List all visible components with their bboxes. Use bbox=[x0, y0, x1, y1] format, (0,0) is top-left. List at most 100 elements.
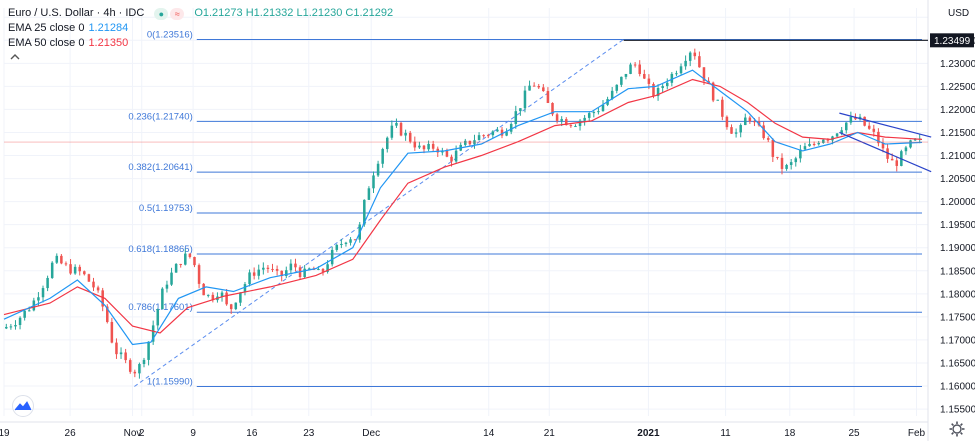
candle-body[interactable] bbox=[289, 263, 293, 271]
candle-body[interactable] bbox=[537, 85, 540, 88]
candle-body[interactable] bbox=[138, 364, 141, 374]
candle-body[interactable] bbox=[652, 83, 655, 97]
candle-body[interactable] bbox=[822, 139, 825, 143]
candle-body[interactable] bbox=[41, 288, 45, 298]
candle-body[interactable] bbox=[165, 284, 169, 289]
candle-body[interactable] bbox=[808, 143, 811, 147]
candle-body[interactable] bbox=[578, 120, 582, 127]
candle-body[interactable] bbox=[96, 287, 100, 291]
candle-body[interactable] bbox=[9, 326, 13, 328]
eye-icon[interactable]: ● bbox=[154, 7, 169, 20]
candle-body[interactable] bbox=[408, 132, 412, 142]
candle-body[interactable] bbox=[656, 88, 660, 97]
candle-body[interactable] bbox=[854, 116, 857, 120]
candle-body[interactable] bbox=[87, 274, 91, 282]
candle-body[interactable] bbox=[64, 263, 68, 265]
candle-body[interactable] bbox=[643, 73, 646, 79]
candle-body[interactable] bbox=[464, 140, 467, 145]
candle-body[interactable] bbox=[826, 139, 830, 141]
channel-upper-line[interactable] bbox=[839, 112, 932, 138]
candle-body[interactable] bbox=[766, 138, 770, 140]
candle-body[interactable] bbox=[372, 175, 375, 189]
candle-body[interactable] bbox=[133, 371, 137, 374]
candle-body[interactable] bbox=[55, 255, 59, 263]
candle-body[interactable] bbox=[587, 113, 591, 118]
candle-body[interactable] bbox=[592, 112, 596, 114]
candle-body[interactable] bbox=[147, 341, 150, 360]
candle-body[interactable] bbox=[395, 122, 398, 126]
candle-body[interactable] bbox=[404, 132, 407, 136]
candle-body[interactable] bbox=[661, 86, 664, 89]
candle-body[interactable] bbox=[730, 127, 733, 134]
candle-body[interactable] bbox=[115, 342, 118, 355]
candle-body[interactable] bbox=[496, 129, 499, 132]
candle-body[interactable] bbox=[620, 76, 623, 85]
candle-body[interactable] bbox=[142, 359, 146, 365]
settings-gear-icon[interactable] bbox=[948, 420, 966, 438]
candle-body[interactable] bbox=[688, 52, 692, 61]
candle-body[interactable] bbox=[679, 66, 683, 74]
candle-body[interactable] bbox=[528, 85, 531, 91]
candle-body[interactable] bbox=[780, 157, 784, 169]
candle-body[interactable] bbox=[119, 352, 123, 355]
candle-body[interactable] bbox=[78, 266, 81, 272]
candle-body[interactable] bbox=[275, 269, 279, 271]
candle-body[interactable] bbox=[555, 114, 559, 121]
candle-body[interactable] bbox=[197, 265, 201, 284]
candle-body[interactable] bbox=[294, 263, 297, 268]
candle-body[interactable] bbox=[734, 132, 738, 134]
candle-body[interactable] bbox=[624, 73, 628, 77]
candle-body[interactable] bbox=[597, 111, 600, 113]
candle-body[interactable] bbox=[193, 257, 196, 266]
candle-body[interactable] bbox=[376, 163, 380, 176]
candle-body[interactable] bbox=[748, 117, 752, 122]
candle-body[interactable] bbox=[803, 146, 807, 150]
candle-body[interactable] bbox=[243, 284, 247, 293]
candle-body[interactable] bbox=[229, 304, 233, 310]
candle-body[interactable] bbox=[519, 108, 522, 112]
candle-body[interactable] bbox=[445, 150, 449, 157]
candle-body[interactable] bbox=[27, 310, 31, 312]
candle-body[interactable] bbox=[909, 140, 912, 148]
candle-body[interactable] bbox=[675, 73, 678, 75]
candle-body[interactable] bbox=[500, 129, 504, 136]
candle-body[interactable] bbox=[363, 199, 366, 225]
candle-body[interactable] bbox=[307, 268, 311, 270]
tradingview-logo-icon[interactable] bbox=[8, 395, 38, 417]
candle-body[interactable] bbox=[532, 85, 536, 87]
candle-body[interactable] bbox=[161, 288, 164, 310]
candle-body[interactable] bbox=[174, 263, 178, 273]
candle-body[interactable] bbox=[468, 140, 472, 145]
candle-body[interactable] bbox=[450, 156, 453, 162]
candle-body[interactable] bbox=[881, 143, 885, 149]
candle-body[interactable] bbox=[776, 156, 779, 158]
candle-body[interactable] bbox=[702, 67, 706, 81]
candle-body[interactable] bbox=[698, 56, 701, 68]
candle-body[interactable] bbox=[353, 239, 357, 241]
candle-body[interactable] bbox=[477, 135, 481, 141]
candle-body[interactable] bbox=[73, 266, 77, 274]
candle-body[interactable] bbox=[863, 116, 866, 126]
candle-body[interactable] bbox=[615, 84, 619, 91]
candle-body[interactable] bbox=[239, 292, 242, 303]
candle-body[interactable] bbox=[386, 137, 389, 150]
candle-body[interactable] bbox=[69, 264, 72, 274]
candle-body[interactable] bbox=[812, 143, 816, 145]
candle-body[interactable] bbox=[601, 104, 605, 112]
candle-body[interactable] bbox=[542, 87, 545, 92]
candle-body[interactable] bbox=[321, 269, 325, 272]
candle-body[interactable] bbox=[546, 91, 550, 103]
candle-body[interactable] bbox=[523, 90, 527, 109]
candle-body[interactable] bbox=[454, 150, 458, 162]
candle-body[interactable] bbox=[206, 294, 210, 296]
candle-body[interactable] bbox=[569, 125, 573, 127]
candle-body[interactable] bbox=[156, 309, 160, 326]
candle-body[interactable] bbox=[670, 73, 674, 83]
candle-body[interactable] bbox=[381, 149, 384, 164]
candle-body[interactable] bbox=[867, 125, 871, 129]
candle-body[interactable] bbox=[330, 249, 334, 265]
candle-body[interactable] bbox=[583, 117, 586, 121]
candle-body[interactable] bbox=[849, 116, 853, 123]
candle-body[interactable] bbox=[431, 143, 435, 149]
candle-body[interactable] bbox=[711, 82, 715, 101]
